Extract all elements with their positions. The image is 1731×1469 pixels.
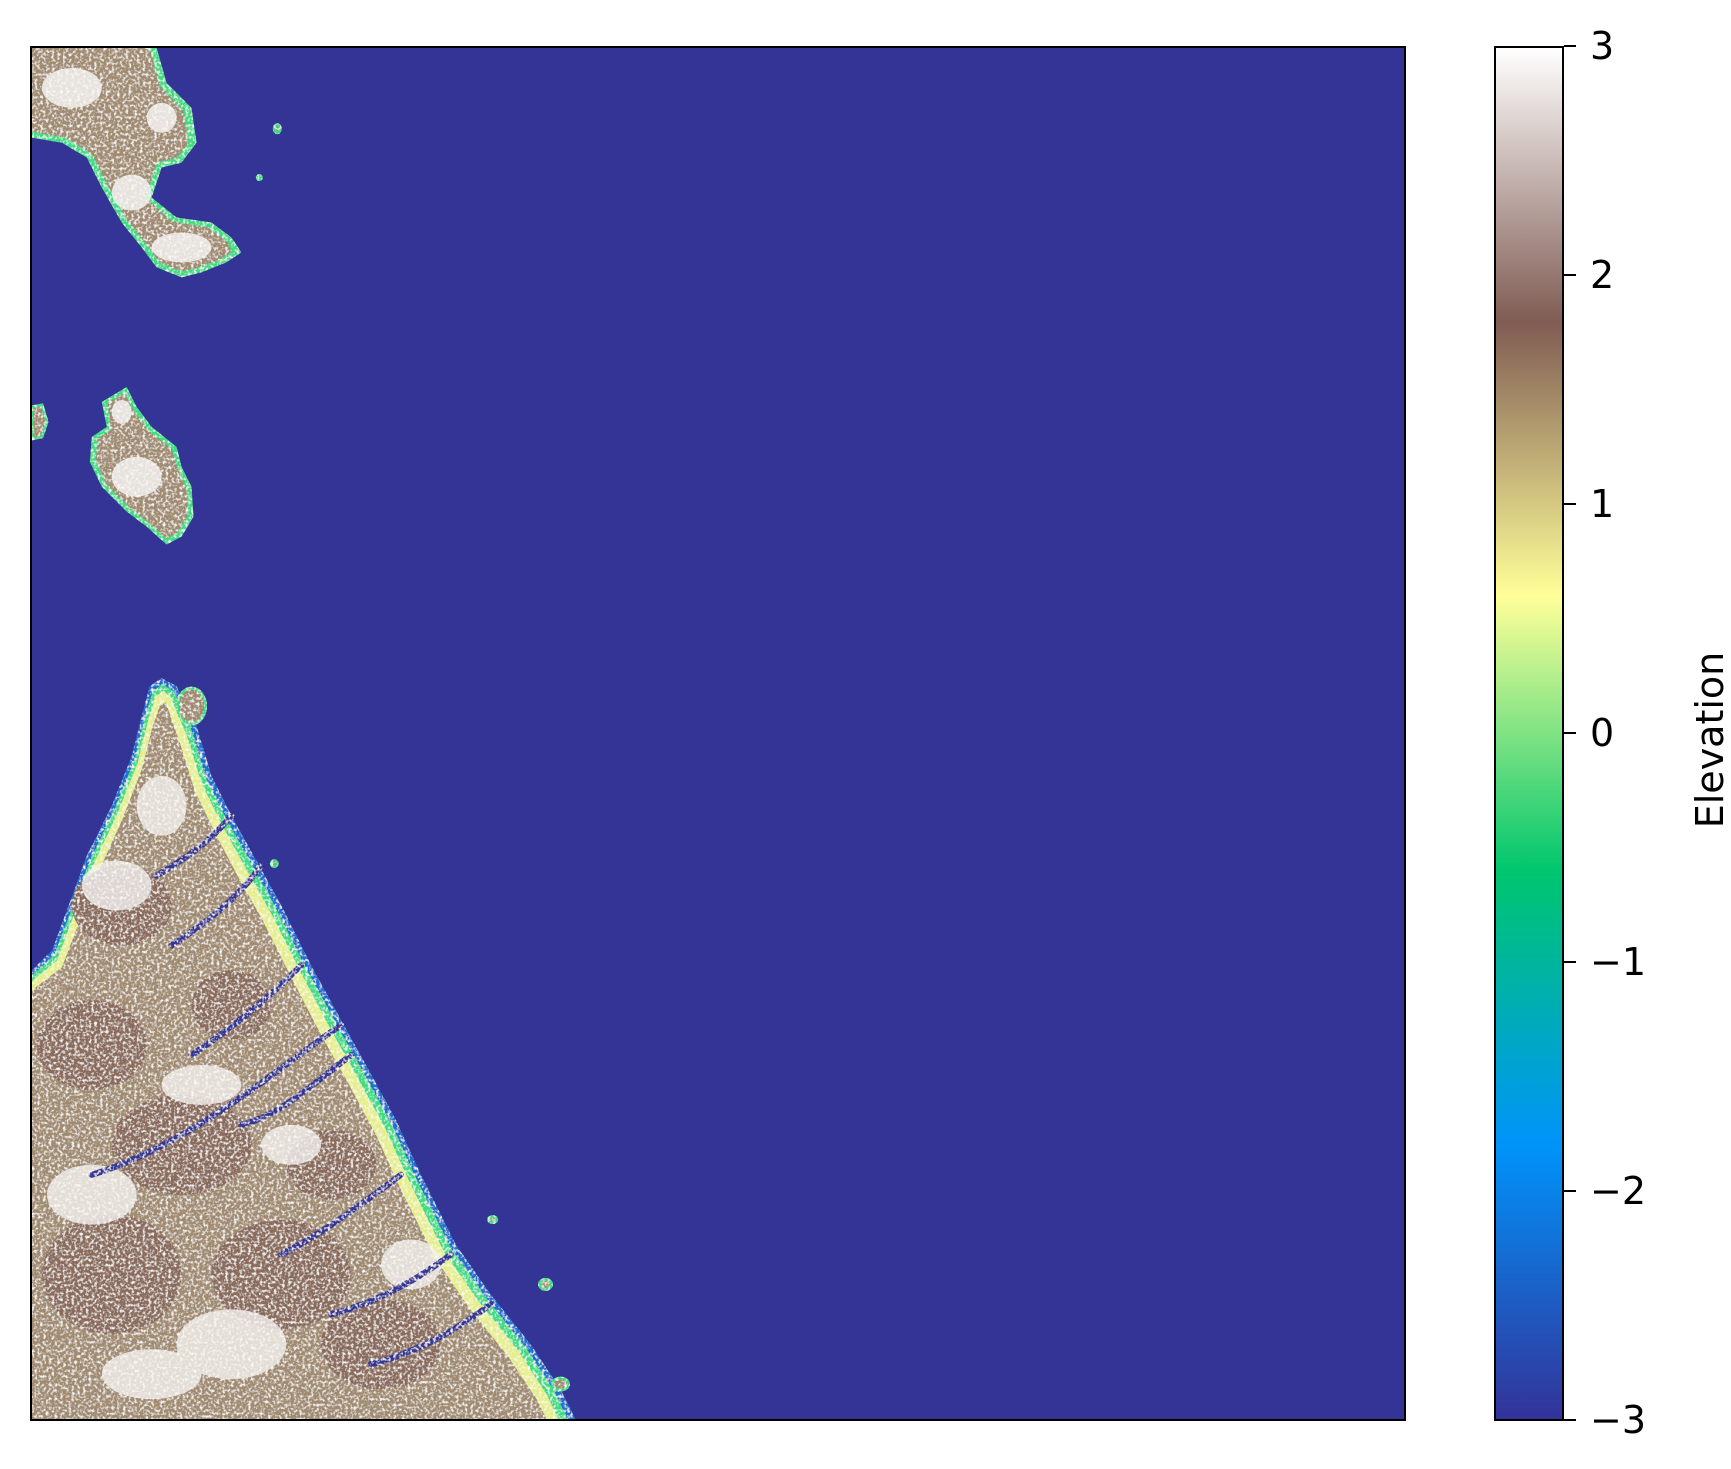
elevation-raster xyxy=(32,48,1404,1419)
colorbar-tick xyxy=(1564,961,1576,963)
land-masses xyxy=(32,48,576,1419)
colorbar-tick-label: 3 xyxy=(1590,24,1615,68)
colorbar-tick xyxy=(1564,732,1576,734)
colorbar-tick-label: 2 xyxy=(1590,253,1615,297)
middle-island-peaks xyxy=(111,399,162,497)
colorbar xyxy=(1494,46,1564,1421)
colorbar-tick xyxy=(1564,1190,1576,1192)
colorbar-tick-label: 1 xyxy=(1590,482,1615,526)
colorbar-tick xyxy=(1564,274,1576,276)
mainland-peaks xyxy=(46,775,441,1400)
north-island-peaks xyxy=(41,67,212,263)
elevation-map xyxy=(30,46,1406,1421)
colorbar-tick-label: −1 xyxy=(1590,940,1647,984)
mainland-upland xyxy=(36,865,441,1390)
colorbar-tick-label: 0 xyxy=(1590,711,1615,755)
colorbar-tick-label: −3 xyxy=(1590,1398,1647,1442)
islets xyxy=(176,123,570,1392)
colorbar-label: Elevation xyxy=(1688,651,1731,829)
small-islet-west xyxy=(32,403,49,441)
colorbar-tick-label: −2 xyxy=(1590,1169,1647,1213)
colorbar-tick xyxy=(1564,503,1576,505)
colorbar-tick xyxy=(1564,45,1576,47)
fjords xyxy=(88,812,494,1368)
colorbar-tick xyxy=(1564,1419,1576,1421)
